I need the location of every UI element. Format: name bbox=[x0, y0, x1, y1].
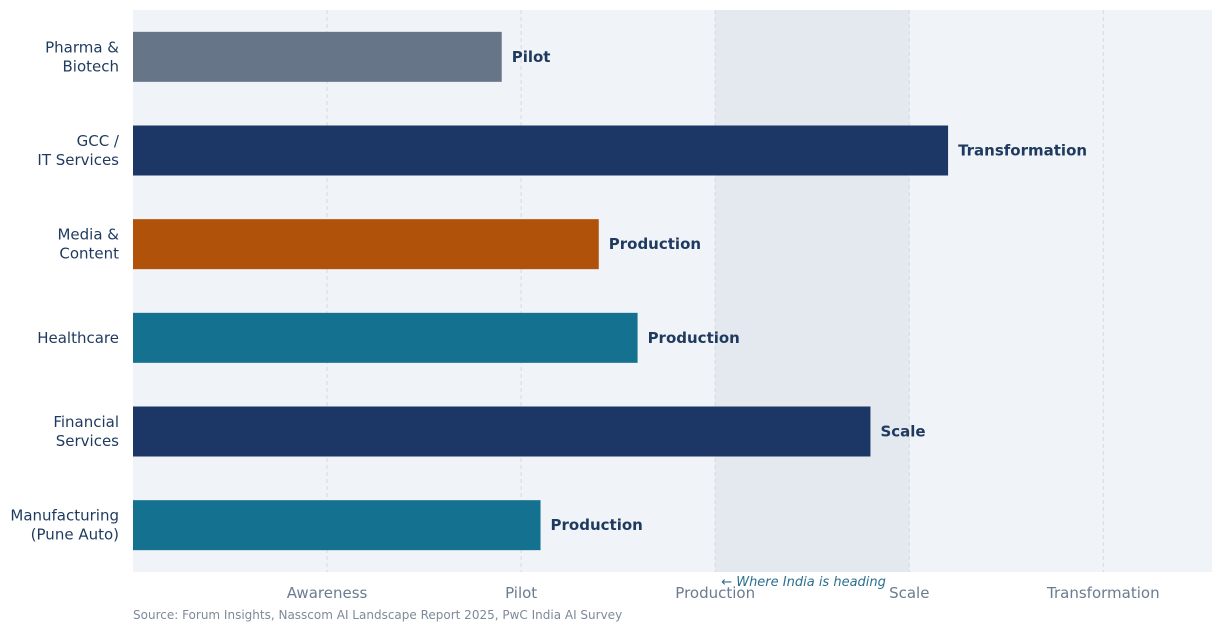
bar bbox=[133, 406, 871, 457]
source-note: Source: Forum Insights, Nasscom AI Lands… bbox=[133, 608, 622, 622]
bar bbox=[133, 31, 502, 82]
band-annotation: ← Where India is heading bbox=[721, 575, 886, 590]
category-label: Media & Content bbox=[57, 226, 119, 263]
category-label: Manufacturing (Pune Auto) bbox=[10, 507, 119, 544]
axes-layer: Awareness Pilot Production Scale Transformat… bbox=[287, 575, 1160, 602]
x-tick-label: Awareness bbox=[287, 584, 368, 602]
bar-label: Pilot bbox=[512, 48, 551, 66]
plot-background bbox=[133, 10, 1212, 572]
x-tick-label: Transformation bbox=[1046, 584, 1160, 602]
category-label: Pharma & Biotech bbox=[45, 38, 119, 75]
x-tick-label: Pilot bbox=[505, 584, 537, 602]
bar-label: Production bbox=[648, 329, 740, 347]
x-tick-label: Production bbox=[675, 584, 755, 602]
x-tick-label: Scale bbox=[889, 584, 929, 602]
category-label: GCC / IT Services bbox=[37, 132, 120, 169]
grid-layer bbox=[326, 10, 1104, 572]
labels-layer: Pilot Pharma & Biotech Transformation GCC / I… bbox=[10, 38, 1087, 543]
highlight-band bbox=[715, 10, 910, 572]
bar-label: Transformation bbox=[958, 142, 1087, 160]
bars-layer bbox=[133, 31, 949, 551]
highlight-band-layer bbox=[715, 10, 910, 572]
category-label: Healthcare bbox=[37, 329, 119, 347]
bar bbox=[133, 219, 599, 270]
bar bbox=[133, 125, 949, 176]
category-label: Financial Services bbox=[53, 413, 119, 450]
bar bbox=[133, 312, 638, 363]
bar-label: Production bbox=[609, 235, 701, 253]
bar-label: Scale bbox=[880, 423, 925, 441]
bar-label: Production bbox=[551, 516, 643, 534]
bar bbox=[133, 500, 541, 551]
